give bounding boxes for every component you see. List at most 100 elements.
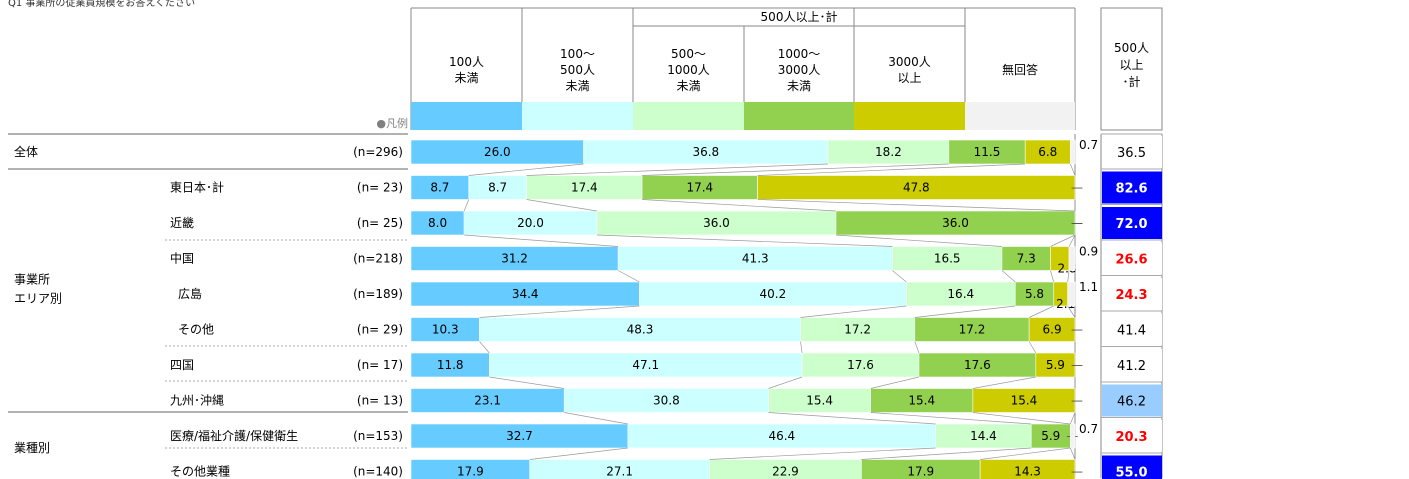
row-n-label: (n=153)	[353, 429, 403, 443]
bar-segment	[827, 139, 950, 165]
row-n-label: (n= 13)	[357, 394, 403, 408]
column-header-label: 500人	[560, 63, 595, 77]
bar-segment	[1067, 281, 1076, 307]
legend-swatch	[854, 102, 965, 130]
row-category-label: 近畿	[170, 216, 194, 230]
row-category-label: 四国	[170, 358, 194, 372]
bar-connector-line	[972, 376, 1036, 389]
bar-value-label: 8.7	[430, 181, 449, 195]
column-header-label: 1000～	[778, 47, 821, 61]
bar-connector-line	[1001, 270, 1016, 283]
summary-value: 24.3	[1115, 288, 1147, 303]
bar-value-label: —	[1071, 181, 1083, 195]
bar-value-label: 5.9	[1041, 429, 1060, 443]
bar-connector-line	[1067, 270, 1070, 283]
bar-value-label: 47.1	[632, 358, 659, 372]
column-header-label: 100人	[449, 55, 484, 69]
summary-cell	[1102, 278, 1162, 310]
bar-value-label: —	[1071, 216, 1083, 230]
row-category-label: 医療/福祉介護/保健衛生	[170, 428, 298, 443]
bar-connector-line	[1070, 447, 1076, 460]
legend-label: ●凡例	[376, 116, 408, 130]
bar-segment	[892, 246, 1003, 271]
bar-segment	[617, 246, 893, 271]
bar-connector-line	[564, 412, 628, 425]
bar-segment	[410, 281, 640, 307]
summary-value: 46.2	[1117, 395, 1146, 410]
bar-connector-line	[914, 341, 920, 354]
bar-connector-line	[1070, 412, 1076, 425]
summary-value: 20.3	[1115, 430, 1147, 445]
column-header-label: 3000人	[778, 63, 821, 77]
bar-value-label: 23.1	[474, 394, 501, 408]
summary-cell	[1102, 313, 1162, 346]
bar-value-label: 17.9	[457, 465, 484, 479]
bar-segment	[1001, 246, 1051, 271]
summary-header-label: ･計	[1122, 74, 1140, 89]
bar-value-label: 16.5	[934, 252, 961, 266]
bar-value-label: 14.3	[1014, 465, 1041, 479]
bar-value-label: 36.0	[942, 216, 969, 230]
bar-segment	[1030, 423, 1071, 449]
column-header-label: 未満	[565, 79, 589, 93]
summary-value: 36.5	[1117, 146, 1146, 161]
bar-connector-line	[489, 376, 565, 389]
summary-cell	[1102, 171, 1162, 204]
bar-value-label: 48.3	[627, 323, 654, 337]
row-category-label: 九州･沖縄	[170, 393, 224, 408]
bar-value-label: 7.3	[1017, 252, 1036, 266]
bar-value-label: 8.0	[428, 216, 447, 230]
bar-segment	[479, 317, 801, 342]
bar-value-label: 15.4	[806, 394, 833, 408]
bar-segment	[835, 210, 1076, 236]
bar-value-label: 20.0	[517, 216, 544, 230]
column-header-label: 3000人	[888, 55, 931, 69]
bar-value-label: 17.6	[964, 358, 991, 372]
row-category-label: 広島	[178, 286, 202, 301]
bar-segment	[768, 388, 871, 413]
bar-connector-line	[980, 447, 1071, 460]
summary-value: 41.4	[1117, 324, 1146, 339]
bar-connector-line	[768, 412, 936, 425]
bar-value-label: 31.2	[501, 252, 528, 266]
summary-value: 72.0	[1115, 217, 1147, 232]
legend-swatch	[744, 102, 854, 130]
bar-connector-line	[800, 341, 803, 354]
bar-value-label: 0.9	[1079, 245, 1098, 259]
bar-value-label: 17.2	[959, 323, 986, 337]
bar-connector-line	[529, 447, 628, 460]
summary-value: 26.6	[1115, 253, 1147, 268]
bar-segment	[641, 175, 758, 200]
bar-connector-line	[479, 341, 490, 354]
bar-value-label: 41.3	[742, 252, 769, 266]
bar-connector-line	[1028, 341, 1037, 354]
legend-swatch	[522, 102, 633, 130]
bar-connector-line	[892, 270, 907, 283]
group-label: 事業所	[14, 273, 50, 287]
bar-connector-line	[1067, 305, 1076, 318]
bar-connector-line	[468, 163, 584, 176]
bar-segment	[410, 388, 565, 413]
bar-segment	[410, 139, 584, 165]
row-n-label: (n= 23)	[357, 181, 403, 195]
bar-segment	[463, 210, 598, 236]
bar-segment	[757, 175, 1076, 200]
bar-segment	[935, 423, 1032, 449]
row-category-label: 東日本･計	[170, 180, 224, 195]
row-n-label: (n= 17)	[357, 358, 403, 372]
summary-header-label: 500人	[1114, 41, 1149, 55]
bar-value-label: 0.7	[1079, 138, 1098, 152]
summary-header-box	[1100, 7, 1163, 131]
bar-segment	[596, 210, 837, 236]
bar-segment	[563, 388, 769, 413]
bar-value-label: 17.2	[844, 323, 871, 337]
column-header-label: 以上	[897, 71, 921, 85]
bar-value-label: 36.8	[692, 145, 719, 159]
bar-connector-line	[709, 447, 936, 460]
bar-value-label: 30.8	[653, 394, 680, 408]
legend-swatch	[411, 102, 522, 130]
bar-connector-line	[757, 163, 1026, 176]
row-n-label: (n=296)	[353, 145, 403, 159]
bar-connector-line	[464, 234, 619, 247]
